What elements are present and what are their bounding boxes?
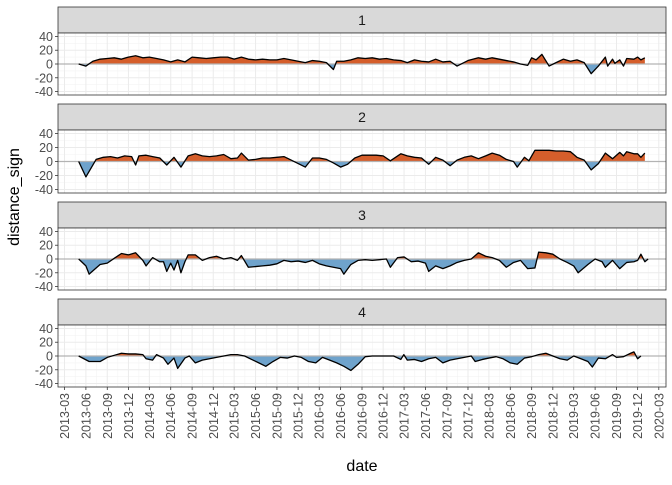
y-tick-label: -20	[35, 169, 53, 183]
x-tick-label: 2015-06	[249, 393, 263, 439]
facet-strip	[57, 103, 667, 131]
y-tick-label: 40	[39, 225, 53, 239]
x-tick-label: 2013-09	[101, 393, 115, 439]
x-tick-label: 2019-09	[610, 393, 624, 439]
facet-strip-label: 2	[358, 109, 366, 125]
x-tick-label: 2017-06	[419, 393, 433, 439]
x-tick-label: 2016-12	[377, 393, 391, 439]
x-tick-label: 2014-06	[164, 393, 178, 439]
facet-strip	[57, 6, 667, 34]
y-tick-label: 20	[39, 44, 53, 58]
y-tick-label: -40	[35, 377, 53, 391]
y-tick-label: 20	[39, 141, 53, 155]
y-tick-label: 20	[39, 336, 53, 350]
y-tick-label: -20	[35, 71, 53, 85]
y-tick-label: 40	[39, 127, 53, 141]
x-tick-label: 2016-09	[356, 393, 370, 439]
facet-strip-label: 4	[358, 304, 366, 320]
x-tick-label: 2017-09	[440, 393, 454, 439]
series-line-3	[78, 251, 649, 275]
x-tick-label: 2018-12	[546, 393, 560, 439]
x-tick-label: 2014-03	[143, 393, 157, 439]
y-axis-title: distance_sign	[6, 148, 23, 246]
x-tick-label: 2019-12	[631, 393, 645, 439]
x-tick-label: 2015-09	[270, 393, 284, 439]
facet-strip-label: 1	[358, 12, 366, 28]
y-tick-label: 20	[39, 239, 53, 253]
x-axis-title: date	[346, 458, 377, 475]
y-tick-label: -40	[35, 85, 53, 99]
y-tick-label: 0	[46, 58, 53, 72]
series-line-2	[78, 149, 646, 178]
y-tick-label: -20	[35, 266, 53, 280]
x-tick-label: 2015-03	[228, 393, 242, 439]
x-tick-label: 2019-06	[589, 393, 603, 439]
x-tick-label: 2015-12	[292, 393, 306, 439]
x-tick-label: 2019-03	[567, 393, 581, 439]
y-tick-label: 40	[39, 322, 53, 336]
x-tick-label: 2016-06	[334, 393, 348, 439]
x-tick-label: 2013-03	[58, 393, 72, 439]
y-tick-label: -40	[35, 280, 53, 294]
x-tick-label: 2014-12	[207, 393, 221, 439]
facet-strip	[57, 201, 667, 229]
series-line-4	[78, 351, 642, 372]
x-tick-label: 2013-12	[122, 393, 136, 439]
x-tick-label: 2017-12	[461, 393, 475, 439]
area-positive	[78, 252, 649, 259]
x-tick-label: 2020-03	[652, 393, 666, 439]
x-axis: 2013-03 2013-06 2013-09 2013-12 2014-03 2014-…	[58, 387, 666, 439]
x-tick-label: 2018-03	[482, 393, 496, 439]
y-tick-label: 0	[46, 155, 53, 169]
facet-strip-label: 3	[358, 207, 366, 223]
series-line-1	[78, 53, 646, 75]
x-tick-label: 2013-06	[79, 393, 93, 439]
x-tick-label: 2018-06	[504, 393, 518, 439]
area-negative	[78, 356, 641, 371]
x-tick-label: 2017-03	[398, 393, 412, 439]
y-tick-label: 0	[46, 253, 53, 267]
x-tick-label: 2016-03	[313, 393, 327, 439]
y-tick-label: 40	[39, 30, 53, 44]
y-tick-label: -40	[35, 183, 53, 197]
y-tick-label: 0	[46, 350, 53, 364]
y-tick-label: -20	[35, 363, 53, 377]
x-tick-label: 2018-09	[525, 393, 539, 439]
x-tick-label: 2014-09	[186, 393, 200, 439]
area-positive	[78, 54, 645, 64]
area-negative	[78, 64, 645, 74]
area-negative	[78, 259, 649, 275]
